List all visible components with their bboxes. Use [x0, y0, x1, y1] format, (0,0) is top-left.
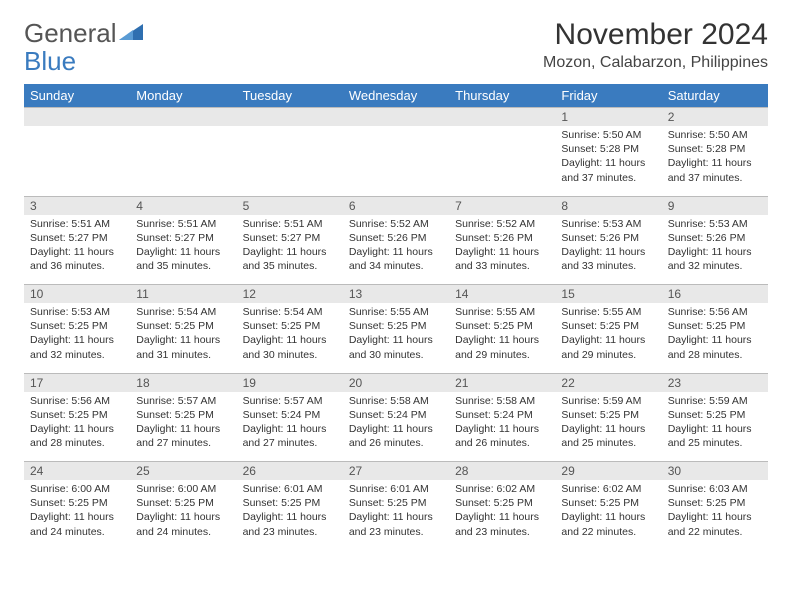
day-number-cell: 3 — [24, 196, 130, 215]
day-content-cell: Sunrise: 5:52 AMSunset: 5:26 PMDaylight:… — [343, 215, 449, 285]
day-content-cell: Sunrise: 5:55 AMSunset: 5:25 PMDaylight:… — [449, 303, 555, 373]
day-content-cell: Sunrise: 5:54 AMSunset: 5:25 PMDaylight:… — [130, 303, 236, 373]
day-header: Monday — [130, 84, 236, 108]
day-header-row: SundayMondayTuesdayWednesdayThursdayFrid… — [24, 84, 768, 108]
day-number-row: 17181920212223 — [24, 373, 768, 392]
triangle-icon — [119, 18, 145, 49]
day-number-cell: 19 — [237, 373, 343, 392]
day-content-cell — [237, 126, 343, 196]
day-content-row: Sunrise: 5:51 AMSunset: 5:27 PMDaylight:… — [24, 215, 768, 285]
day-header: Thursday — [449, 84, 555, 108]
day-content-cell: Sunrise: 5:55 AMSunset: 5:25 PMDaylight:… — [555, 303, 661, 373]
day-number-cell: 26 — [237, 462, 343, 481]
day-number-cell: 30 — [662, 462, 768, 481]
day-content-row: Sunrise: 5:50 AMSunset: 5:28 PMDaylight:… — [24, 126, 768, 196]
title-block: November 2024 Mozon, Calabarzon, Philipp… — [543, 18, 768, 72]
day-content-row: Sunrise: 5:56 AMSunset: 5:25 PMDaylight:… — [24, 392, 768, 462]
day-content-cell: Sunrise: 5:56 AMSunset: 5:25 PMDaylight:… — [24, 392, 130, 462]
day-number-cell: 20 — [343, 373, 449, 392]
day-number-cell: 7 — [449, 196, 555, 215]
logo: General — [24, 18, 145, 49]
day-content-cell: Sunrise: 6:01 AMSunset: 5:25 PMDaylight:… — [343, 480, 449, 550]
day-content-cell: Sunrise: 5:56 AMSunset: 5:25 PMDaylight:… — [662, 303, 768, 373]
day-content-cell: Sunrise: 5:53 AMSunset: 5:25 PMDaylight:… — [24, 303, 130, 373]
day-number-row: 24252627282930 — [24, 462, 768, 481]
day-number-cell: 16 — [662, 285, 768, 304]
day-content-cell: Sunrise: 5:59 AMSunset: 5:25 PMDaylight:… — [555, 392, 661, 462]
day-content-cell: Sunrise: 5:51 AMSunset: 5:27 PMDaylight:… — [130, 215, 236, 285]
day-number-cell: 5 — [237, 196, 343, 215]
day-number-cell: 15 — [555, 285, 661, 304]
day-number-cell: 24 — [24, 462, 130, 481]
day-content-cell: Sunrise: 5:57 AMSunset: 5:25 PMDaylight:… — [130, 392, 236, 462]
day-number-cell — [237, 108, 343, 127]
day-number-cell — [449, 108, 555, 127]
day-content-cell: Sunrise: 5:58 AMSunset: 5:24 PMDaylight:… — [343, 392, 449, 462]
day-content-cell: Sunrise: 6:03 AMSunset: 5:25 PMDaylight:… — [662, 480, 768, 550]
month-title: November 2024 — [543, 18, 768, 52]
day-number-cell: 11 — [130, 285, 236, 304]
logo-text-blue: Blue — [24, 46, 76, 77]
day-number-cell: 14 — [449, 285, 555, 304]
day-content-cell — [130, 126, 236, 196]
day-content-cell — [449, 126, 555, 196]
day-content-cell: Sunrise: 5:52 AMSunset: 5:26 PMDaylight:… — [449, 215, 555, 285]
day-content-cell: Sunrise: 6:00 AMSunset: 5:25 PMDaylight:… — [24, 480, 130, 550]
day-content-cell: Sunrise: 5:53 AMSunset: 5:26 PMDaylight:… — [555, 215, 661, 285]
day-number-cell: 17 — [24, 373, 130, 392]
day-content-cell — [24, 126, 130, 196]
day-number-cell: 9 — [662, 196, 768, 215]
day-content-cell: Sunrise: 5:53 AMSunset: 5:26 PMDaylight:… — [662, 215, 768, 285]
day-content-cell: Sunrise: 5:58 AMSunset: 5:24 PMDaylight:… — [449, 392, 555, 462]
day-content-cell: Sunrise: 6:02 AMSunset: 5:25 PMDaylight:… — [449, 480, 555, 550]
day-number-cell: 25 — [130, 462, 236, 481]
day-number-cell: 12 — [237, 285, 343, 304]
day-number-cell: 29 — [555, 462, 661, 481]
day-header: Wednesday — [343, 84, 449, 108]
day-number-cell: 10 — [24, 285, 130, 304]
day-number-row: 12 — [24, 108, 768, 127]
day-number-cell: 28 — [449, 462, 555, 481]
day-content-cell: Sunrise: 6:02 AMSunset: 5:25 PMDaylight:… — [555, 480, 661, 550]
location-text: Mozon, Calabarzon, Philippines — [543, 54, 768, 72]
day-number-cell: 6 — [343, 196, 449, 215]
day-number-cell — [130, 108, 236, 127]
calendar-table: SundayMondayTuesdayWednesdayThursdayFrid… — [24, 84, 768, 550]
day-number-cell: 22 — [555, 373, 661, 392]
day-content-cell — [343, 126, 449, 196]
day-number-cell: 13 — [343, 285, 449, 304]
day-content-cell: Sunrise: 5:50 AMSunset: 5:28 PMDaylight:… — [662, 126, 768, 196]
day-content-cell: Sunrise: 5:59 AMSunset: 5:25 PMDaylight:… — [662, 392, 768, 462]
day-number-cell: 23 — [662, 373, 768, 392]
day-content-cell: Sunrise: 5:50 AMSunset: 5:28 PMDaylight:… — [555, 126, 661, 196]
day-content-cell: Sunrise: 5:54 AMSunset: 5:25 PMDaylight:… — [237, 303, 343, 373]
day-content-cell: Sunrise: 5:51 AMSunset: 5:27 PMDaylight:… — [237, 215, 343, 285]
day-content-cell: Sunrise: 6:00 AMSunset: 5:25 PMDaylight:… — [130, 480, 236, 550]
day-number-row: 10111213141516 — [24, 285, 768, 304]
day-header: Sunday — [24, 84, 130, 108]
day-header: Saturday — [662, 84, 768, 108]
day-number-cell — [24, 108, 130, 127]
day-content-cell: Sunrise: 5:51 AMSunset: 5:27 PMDaylight:… — [24, 215, 130, 285]
day-header: Friday — [555, 84, 661, 108]
day-number-cell — [343, 108, 449, 127]
day-number-cell: 2 — [662, 108, 768, 127]
day-number-cell: 8 — [555, 196, 661, 215]
day-number-row: 3456789 — [24, 196, 768, 215]
day-number-cell: 21 — [449, 373, 555, 392]
day-content-row: Sunrise: 5:53 AMSunset: 5:25 PMDaylight:… — [24, 303, 768, 373]
logo-text-general: General — [24, 18, 117, 49]
day-number-cell: 18 — [130, 373, 236, 392]
day-number-cell: 1 — [555, 108, 661, 127]
day-number-cell: 27 — [343, 462, 449, 481]
day-content-cell: Sunrise: 5:57 AMSunset: 5:24 PMDaylight:… — [237, 392, 343, 462]
header: General November 2024 Mozon, Calabarzon,… — [24, 18, 768, 72]
day-content-cell: Sunrise: 5:55 AMSunset: 5:25 PMDaylight:… — [343, 303, 449, 373]
day-content-cell: Sunrise: 6:01 AMSunset: 5:25 PMDaylight:… — [237, 480, 343, 550]
day-header: Tuesday — [237, 84, 343, 108]
day-number-cell: 4 — [130, 196, 236, 215]
day-content-row: Sunrise: 6:00 AMSunset: 5:25 PMDaylight:… — [24, 480, 768, 550]
